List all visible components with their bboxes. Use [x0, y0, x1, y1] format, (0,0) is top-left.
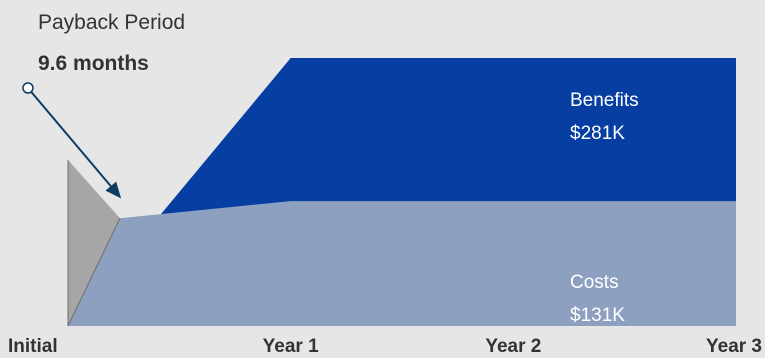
costs-label: Costs [570, 272, 619, 293]
x-tick-label: Year 3 [706, 336, 762, 357]
benefits-label: Benefits [570, 90, 639, 111]
payback-arrow-origin [22, 82, 34, 94]
initial-cost-wedge [68, 160, 120, 326]
payback-arrow-line [27, 87, 117, 193]
initial-cost-outline [67, 160, 121, 327]
benefits-value: $281K [570, 123, 625, 144]
chart-marks [22, 58, 736, 327]
x-axis-tick-labels: Initial Year 1 Year 2 Year 3 [8, 336, 762, 357]
payback-title: Payback Period [38, 11, 185, 34]
x-tick-label: Initial [8, 336, 58, 357]
x-tick-label: Year 1 [263, 336, 319, 357]
x-tick-label: Year 2 [485, 336, 541, 357]
costs-area [68, 201, 736, 326]
payback-value: 9.6 months [38, 52, 149, 75]
costs-value: $131K [570, 305, 625, 326]
payback-arrow-head [105, 181, 122, 199]
